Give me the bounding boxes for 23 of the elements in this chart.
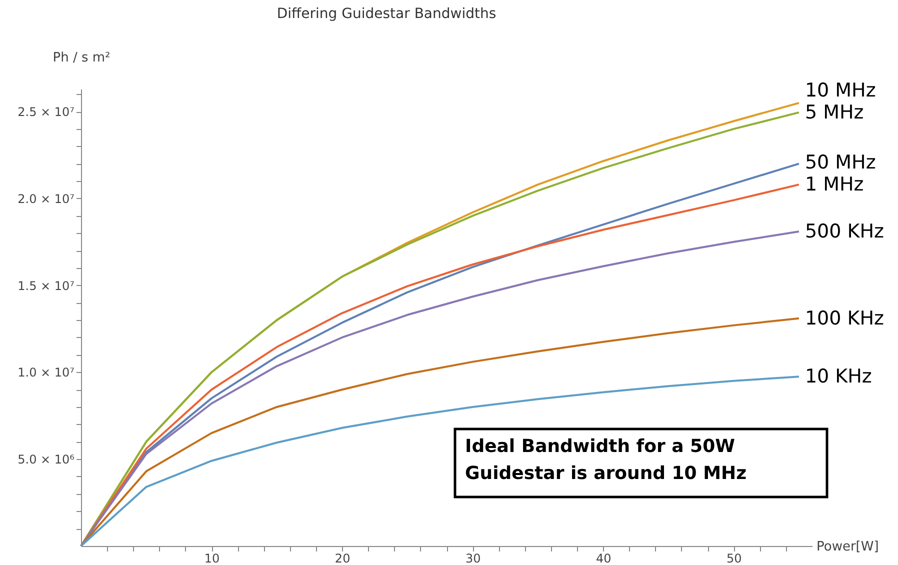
series-label: 1 MHz <box>804 174 864 196</box>
x-tick-label: 20 <box>334 552 350 565</box>
series-label: 5 MHz <box>804 101 864 124</box>
series-label: 10 MHz <box>804 79 876 102</box>
x-tick-label: 50 <box>726 552 742 565</box>
x-tick-label: 10 <box>204 552 220 565</box>
line-series <box>80 376 800 547</box>
y-tick-label: 2.5 × 10⁷ <box>18 105 75 120</box>
x-tick-label: 40 <box>596 552 612 565</box>
y-tick-label: 2.0 × 10⁷ <box>18 192 75 206</box>
y-axis-title: Ph / s m² <box>52 50 110 66</box>
y-tick-label: 1.0 × 10⁷ <box>18 366 75 380</box>
series-label: 50 MHz <box>804 152 876 174</box>
x-axis-title: Power[W] <box>816 540 879 554</box>
series-label: 500 KHz <box>804 220 884 242</box>
x-tick-label: 30 <box>465 552 481 565</box>
chart-title: Differing Guidestar Bandwidths <box>276 6 496 22</box>
series-label: 100 KHz <box>804 307 884 330</box>
line-series <box>80 317 800 547</box>
annotation: Ideal Bandwidth for a 50W Guidestar is around 10 MHz <box>465 436 747 484</box>
y-tick-label: 5.0 × 10⁶ <box>18 452 75 467</box>
series-label: 10 KHz <box>804 366 872 388</box>
y-tick-label: 1.5 × 10⁷ <box>18 278 75 293</box>
